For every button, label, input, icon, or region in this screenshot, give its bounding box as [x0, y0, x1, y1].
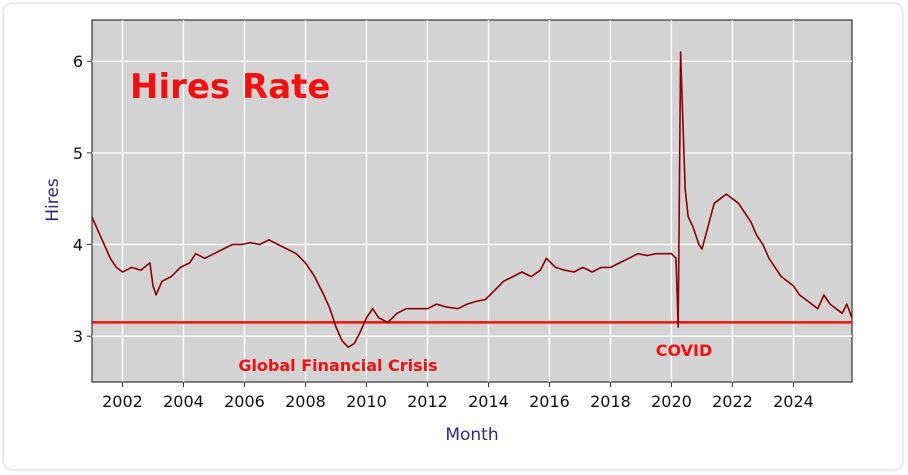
x-tick-label: 2016 — [529, 392, 570, 411]
y-axis-title: Hires — [43, 178, 63, 222]
x-tick-label: 2024 — [773, 392, 814, 411]
annotation-covid: COVID — [656, 341, 713, 360]
chart-title: Hires Rate — [130, 67, 330, 107]
x-tick-label: 2010 — [346, 392, 387, 411]
x-tick-label: 2020 — [651, 392, 692, 411]
x-tick-label: 2004 — [163, 392, 204, 411]
x-tick-label: 2002 — [102, 392, 143, 411]
x-tick-label: 2006 — [224, 392, 265, 411]
series-group — [91, 51, 853, 349]
x-tick-label: 2014 — [468, 392, 509, 411]
tick-labels: 2002 2004 2006 2008 2010 2012 2014 2016 2018 2020… — [73, 52, 814, 411]
y-tick-label: 6 — [73, 52, 83, 71]
hires-series-line — [91, 51, 853, 349]
x-axis-title: Month — [445, 425, 498, 445]
y-tick-label: 3 — [73, 327, 83, 346]
y-tick-label: 4 — [73, 236, 83, 255]
x-tick-label: 2008 — [285, 392, 326, 411]
x-tick-label: 2018 — [590, 392, 631, 411]
y-tick-label: 5 — [73, 144, 83, 163]
x-tick-label: 2022 — [712, 392, 753, 411]
x-tick-label: 2012 — [407, 392, 448, 411]
annotation-gfc: Global Financial Crisis — [238, 356, 437, 375]
